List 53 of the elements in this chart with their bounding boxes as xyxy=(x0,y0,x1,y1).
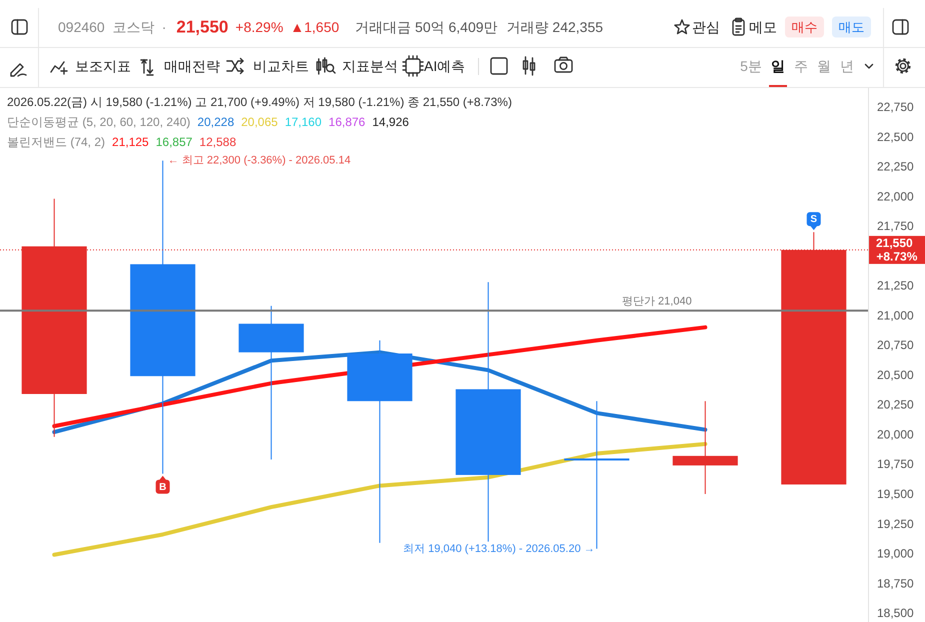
annotation: ← 최고 22,300 (-3.36%) - 2026.05.14 xyxy=(168,154,351,167)
text: 매매전략 xyxy=(164,58,220,74)
annotation: 단순이동평균 (5, 20, 60, 120, 240) xyxy=(7,115,190,129)
annotation: S xyxy=(810,214,818,226)
text: 21,550 xyxy=(176,18,228,36)
y-tick-label: 20,000 xyxy=(877,427,914,442)
y-tick-label: 21,250 xyxy=(877,278,914,293)
text: +8.73% xyxy=(876,249,918,264)
line-series xyxy=(52,442,708,557)
text: 메모 xyxy=(749,19,777,35)
text: 거래대금 50억 6,409만 xyxy=(355,19,498,35)
legend: 21,125 16,857 12,588 xyxy=(112,135,236,149)
text: 비교차트 xyxy=(253,58,309,74)
text: 보조지표 xyxy=(75,58,131,74)
y-tick-label: 19,000 xyxy=(877,546,914,561)
text: 월 xyxy=(817,58,831,74)
text: 주 xyxy=(794,58,808,74)
y-tick-label: 20,500 xyxy=(877,368,914,382)
y-tick-label: 22,750 xyxy=(877,100,914,114)
text: 5분 xyxy=(740,58,762,74)
y-tick-label: 20,250 xyxy=(877,398,914,412)
text: ▲1,650 xyxy=(290,19,340,35)
text: 매수 xyxy=(792,20,818,34)
text: +8.29% xyxy=(235,19,284,35)
annotation: 2026.05.22(금) 시 19,580 (-1.21%) 고 21,700 (+9.49%) 저 19,580 (-1.21%) 종 21,550 (+8.73%) xyxy=(7,95,512,109)
annotation: B xyxy=(159,482,166,493)
annotation: 평단가 21,040 xyxy=(622,296,692,308)
text: 지표분석 xyxy=(342,58,398,74)
y-tick-label: 22,250 xyxy=(877,160,914,174)
y-tick-label: 19,750 xyxy=(877,457,914,472)
text: 매도 xyxy=(838,20,864,34)
text: 일 xyxy=(771,58,785,74)
text: 21,550 xyxy=(876,236,914,250)
text: 거래량 242,355 xyxy=(506,19,604,35)
y-tick-label: 19,500 xyxy=(877,487,914,502)
text: · xyxy=(162,19,166,35)
y-tick-label: 22,500 xyxy=(877,130,914,144)
annotation: 최저 19,040 (+13.18%) - 2026.05.20 → xyxy=(403,542,595,555)
text: 092460 xyxy=(58,19,105,35)
y-tick-label: 21,000 xyxy=(877,308,914,322)
annotation: 볼린저밴드 (74, 2) xyxy=(7,135,106,149)
y-tick-label: 19,250 xyxy=(877,516,914,531)
text: AI예측 xyxy=(424,58,466,74)
y-tick-label: 22,000 xyxy=(877,189,914,204)
y-tick-label: 18,500 xyxy=(877,606,914,620)
y-tick-label: 21,750 xyxy=(877,219,914,234)
y-tick-label: 18,750 xyxy=(877,576,914,590)
candlestick xyxy=(672,400,738,495)
text: 관심 xyxy=(692,19,720,35)
legend: 20,228 20,065 17,160 16,876 14,926 xyxy=(197,115,409,129)
text: 코스닥 xyxy=(112,19,155,35)
y-tick-label: 20,750 xyxy=(877,338,914,352)
text: 년 xyxy=(840,58,854,74)
